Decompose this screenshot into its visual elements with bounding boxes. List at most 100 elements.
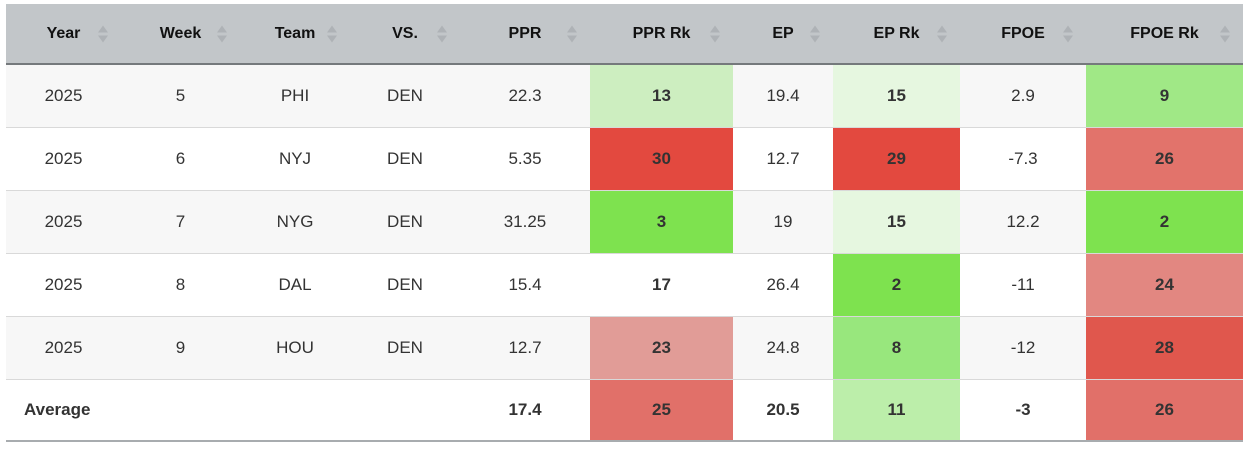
table-row: 2025 9 HOU DEN 12.7 23 24.8 8 -12 28 xyxy=(6,316,1243,380)
fpoe-rk-cell: 26 xyxy=(1086,127,1243,191)
sort-arrows-icon xyxy=(98,25,108,42)
sort-arrows-icon xyxy=(1220,25,1230,42)
sort-arrows-icon xyxy=(710,25,720,42)
column-header-ep-rk[interactable]: EP Rk xyxy=(833,4,960,65)
sort-arrows-icon xyxy=(937,25,947,42)
ep-cell: 26.4 xyxy=(733,253,833,317)
fpoe-rk-cell: 2 xyxy=(1086,190,1243,254)
sort-up-icon xyxy=(437,25,447,32)
table-row: 2025 8 DAL DEN 15.4 17 26.4 2 -11 24 xyxy=(6,253,1243,317)
ep-cell: 24.8 xyxy=(733,316,833,380)
column-label-vs: VS. xyxy=(392,24,418,42)
team-cell: NYJ xyxy=(240,127,350,191)
column-label-ppr-rk: PPR Rk xyxy=(632,24,691,42)
sort-down-icon xyxy=(810,35,820,42)
ppr-rk-cell: 3 xyxy=(590,190,733,254)
table-row: 2025 5 PHI DEN 22.3 13 19.4 15 2.9 9 xyxy=(6,64,1243,128)
week-cell: 7 xyxy=(121,190,240,254)
fpoe-cell: -12 xyxy=(960,316,1086,380)
year-cell: 2025 xyxy=(6,190,121,254)
sort-down-icon xyxy=(1220,35,1230,42)
table-row: 2025 7 NYG DEN 31.25 3 19 15 12.2 2 xyxy=(6,190,1243,254)
column-header-ep[interactable]: EP xyxy=(733,4,833,65)
ep-cell: 19.4 xyxy=(733,64,833,128)
sort-up-icon xyxy=(1220,25,1230,32)
team-cell: PHI xyxy=(240,64,350,128)
ppr-rk-cell: 17 xyxy=(590,253,733,317)
ppr-cell: 22.3 xyxy=(460,64,590,128)
fpoe-cell: -3 xyxy=(960,379,1086,442)
ep-rk-cell: 2 xyxy=(833,253,960,317)
fpoe-cell: -11 xyxy=(960,253,1086,317)
column-header-year[interactable]: Year xyxy=(6,4,121,65)
column-header-ppr[interactable]: PPR xyxy=(460,4,590,65)
sort-up-icon xyxy=(710,25,720,32)
ep-rk-cell: 11 xyxy=(833,379,960,442)
team-cell: DAL xyxy=(240,253,350,317)
ppr-rk-cell: 30 xyxy=(590,127,733,191)
column-label-year: Year xyxy=(46,24,81,42)
week-cell: 6 xyxy=(121,127,240,191)
week-cell xyxy=(121,379,240,442)
average-row: Average 17.4 25 20.5 11 -3 26 xyxy=(6,379,1243,442)
sort-up-icon xyxy=(1063,25,1073,32)
year-cell: 2025 xyxy=(6,253,121,317)
sort-down-icon xyxy=(567,35,577,42)
column-header-ppr-rk[interactable]: PPR Rk xyxy=(590,4,733,65)
table-row: 2025 6 NYJ DEN 5.35 30 12.7 29 -7.3 26 xyxy=(6,127,1243,191)
year-cell: 2025 xyxy=(6,64,121,128)
year-cell: 2025 xyxy=(6,127,121,191)
ppr-rk-cell: 23 xyxy=(590,316,733,380)
sort-up-icon xyxy=(217,25,227,32)
team-cell: NYG xyxy=(240,190,350,254)
vs-cell xyxy=(350,379,460,442)
ppr-cell: 12.7 xyxy=(460,316,590,380)
sort-down-icon xyxy=(710,35,720,42)
vs-cell: DEN xyxy=(350,316,460,380)
week-cell: 9 xyxy=(121,316,240,380)
sort-arrows-icon xyxy=(437,25,447,42)
column-header-fpoe-rk[interactable]: FPOE Rk xyxy=(1086,4,1243,65)
sort-down-icon xyxy=(217,35,227,42)
column-header-vs[interactable]: VS. xyxy=(350,4,460,65)
sort-down-icon xyxy=(1063,35,1073,42)
sort-down-icon xyxy=(437,35,447,42)
sort-down-icon xyxy=(98,35,108,42)
ep-cell: 20.5 xyxy=(733,379,833,442)
year-cell: Average xyxy=(6,379,121,442)
fpoe-cell: 2.9 xyxy=(960,64,1086,128)
vs-cell: DEN xyxy=(350,127,460,191)
ep-rk-cell: 15 xyxy=(833,64,960,128)
column-label-ppr: PPR xyxy=(508,24,542,42)
ep-rk-cell: 8 xyxy=(833,316,960,380)
ppr-cell: 17.4 xyxy=(460,379,590,442)
stats-table: Year Week Team VS. PPR PPR Rk EP EP Rk FPOE FPOE … xyxy=(6,4,1243,442)
team-cell xyxy=(240,379,350,442)
week-cell: 8 xyxy=(121,253,240,317)
column-label-week: Week xyxy=(159,24,202,42)
fpoe-rk-cell: 26 xyxy=(1086,379,1243,442)
ppr-rk-cell: 13 xyxy=(590,64,733,128)
ep-rk-cell: 29 xyxy=(833,127,960,191)
fpoe-rk-cell: 24 xyxy=(1086,253,1243,317)
ep-cell: 19 xyxy=(733,190,833,254)
column-header-week[interactable]: Week xyxy=(121,4,240,65)
sort-arrows-icon xyxy=(327,25,337,42)
fpoe-cell: 12.2 xyxy=(960,190,1086,254)
column-label-ep: EP xyxy=(772,24,794,42)
header-row: Year Week Team VS. PPR PPR Rk EP EP Rk FPOE FPOE … xyxy=(6,4,1243,65)
column-header-team[interactable]: Team xyxy=(240,4,350,65)
ppr-cell: 15.4 xyxy=(460,253,590,317)
ppr-rk-cell: 25 xyxy=(590,379,733,442)
fpoe-rk-cell: 9 xyxy=(1086,64,1243,128)
ppr-cell: 5.35 xyxy=(460,127,590,191)
sort-up-icon xyxy=(937,25,947,32)
sort-down-icon xyxy=(937,35,947,42)
vs-cell: DEN xyxy=(350,253,460,317)
column-header-fpoe[interactable]: FPOE xyxy=(960,4,1086,65)
sort-arrows-icon xyxy=(1063,25,1073,42)
vs-cell: DEN xyxy=(350,64,460,128)
column-label-ep-rk: EP Rk xyxy=(873,24,920,42)
sort-arrows-icon xyxy=(567,25,577,42)
sort-arrows-icon xyxy=(810,25,820,42)
